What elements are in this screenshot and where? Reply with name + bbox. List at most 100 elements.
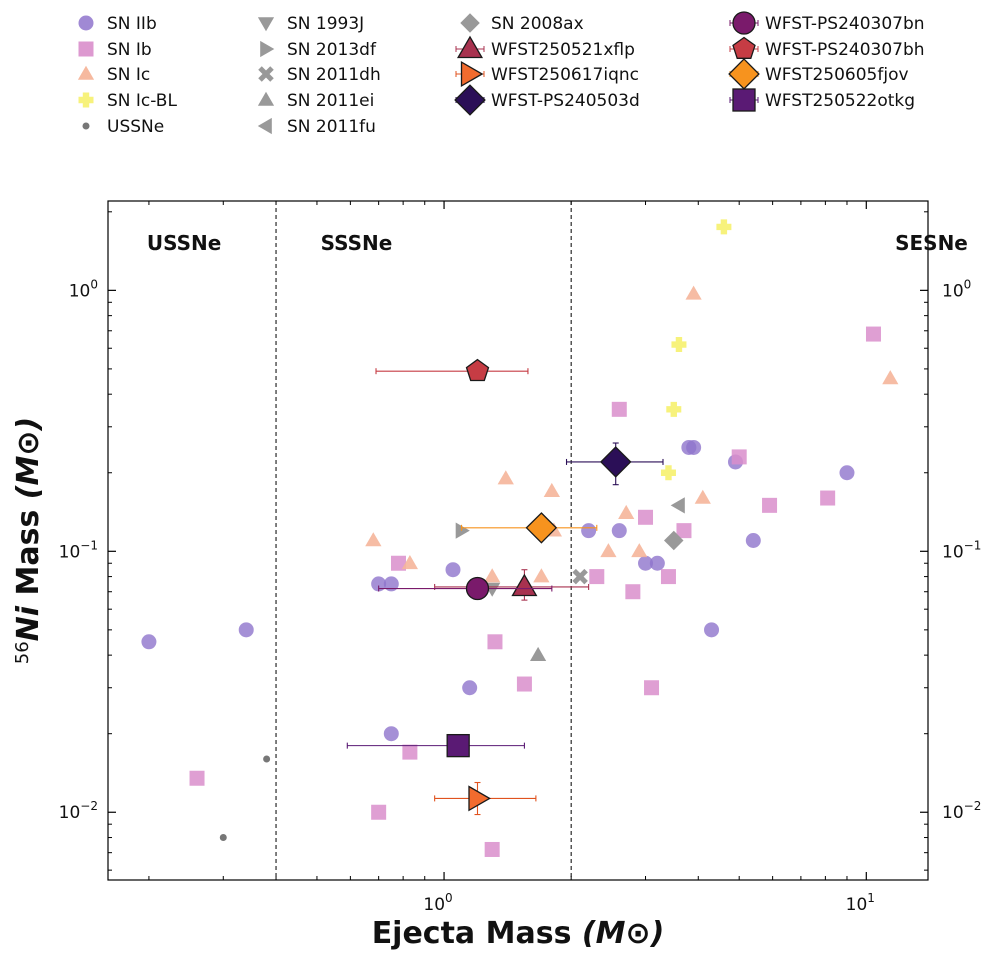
data-point-sn-iib: [745, 533, 761, 548]
legend-marker-wfst250605fjov: [728, 58, 760, 90]
series-wfst-ps240503d: [565, 442, 664, 486]
legend-label: WFST-PS240503d: [491, 91, 640, 111]
series-sn-iib: [141, 439, 855, 742]
data-point-sn-2011fu: [670, 497, 685, 514]
data-point-wfst250522otkg: [446, 733, 470, 758]
data-point-sn-ib: [644, 680, 660, 696]
y-tick-label-right: 100: [942, 277, 971, 301]
y-tick-label-right: 10−1: [942, 538, 981, 562]
series-sn-2013df: [455, 522, 470, 539]
legend-label: SN IIb: [107, 14, 157, 34]
series-sn-2011ei: [530, 646, 547, 661]
legend-marker-sn-iib: [78, 15, 94, 31]
data-point-sn-iib: [649, 555, 665, 571]
legend-entry-sn-iib: SN IIb: [78, 14, 157, 34]
legend-entry-sn-2011ei: SN 2011ei: [257, 91, 374, 111]
legend-entry-sn-2011dh: SN 2011dh: [258, 65, 381, 85]
legend-entry-sn-2011fu: SN 2011fu: [257, 117, 376, 137]
data-point-sn-ic: [497, 470, 514, 485]
data-point-sn-ic: [533, 568, 550, 583]
data-point-sn-ic-bl: [660, 465, 676, 481]
data-point-sn-2013df: [455, 522, 470, 539]
data-point-sn-ib: [402, 744, 418, 760]
legend-marker-sn-2011dh: [258, 66, 274, 82]
data-point-wfst-ps240503d: [599, 446, 632, 478]
data-point-sn-ic-bl: [716, 219, 732, 235]
data-point-wfst250617iqnc: [468, 785, 491, 812]
data-point-sn-ib: [487, 634, 503, 650]
series-wfst250617iqnc: [434, 781, 537, 816]
legend-marker-sn-1993j: [257, 17, 275, 32]
data-point-sn-2008ax: [664, 530, 684, 551]
legend-marker-sn-2011ei: [257, 91, 275, 106]
series-wfst-ps240307bn: [378, 576, 553, 601]
legend-entry-wfst250521xflp: WFST250521xflp: [455, 35, 635, 60]
legend-entry-wfst250617iqnc: WFST250617iqnc: [455, 60, 639, 88]
legend-entry-wfst-ps240307bh: WFST-PS240307bh: [729, 36, 925, 60]
data-point-sn-ib: [676, 523, 692, 539]
legend-entry-wfst250522otkg: WFST250522otkg: [729, 88, 915, 112]
plot-area: USSNe SSSNe SESNe: [107, 200, 968, 881]
data-point-sn-ic: [685, 285, 702, 300]
y-tick-label: 100: [69, 277, 98, 301]
data-point-sn-ic: [484, 568, 501, 583]
data-point-ussne: [263, 755, 271, 763]
data-point-wfst250521xflp: [511, 573, 538, 597]
data-point-sn-ic: [543, 482, 560, 497]
data-point-sn-iib: [371, 576, 387, 592]
legend-label: SN 2013df: [287, 40, 377, 60]
y-tick-label: 10−2: [59, 799, 98, 823]
legend-label: WFST-PS240307bn: [765, 14, 925, 34]
data-point-sn-ic: [365, 532, 382, 547]
legend-label: SN 1993J: [287, 14, 364, 34]
data-point-sn-ib: [865, 326, 881, 342]
data-point-sn-ib: [189, 770, 205, 786]
data-point-sn-ic: [694, 489, 711, 504]
legend-entry-wfst250605fjov: WFST250605fjov: [728, 58, 909, 90]
legend-marker-sn-2011dh-b: [258, 66, 274, 82]
data-point-sn-ib: [589, 569, 605, 585]
legend-marker-sn-ic-bl: [78, 92, 94, 108]
x-tick-label: 100: [423, 891, 452, 915]
data-point-sn-ib: [660, 569, 676, 585]
legend-entry-wfst-ps240307bn: WFST-PS240307bn: [729, 11, 925, 35]
data-point-sn-ib: [611, 401, 627, 417]
legend-marker-wfst-ps240307bh: [732, 36, 756, 59]
legend-marker-wfst-ps240503d: [454, 84, 486, 116]
legend-label: WFST250605fjov: [765, 65, 909, 85]
data-point-sn-iib: [686, 439, 702, 455]
data-point-sn-2011dh-b: [572, 568, 588, 585]
y-tick-label: 10−1: [59, 538, 98, 562]
series-sn-ib: [189, 326, 881, 857]
series-sn-2011dh: [572, 568, 588, 585]
series-sn-2008ax: [664, 530, 684, 551]
data-point-sn-ib: [390, 555, 406, 571]
data-point-sn-ic-bl: [671, 337, 687, 353]
legend-label: SN Ic-BL: [107, 91, 177, 111]
series-sn-2011fu: [670, 497, 685, 514]
legend-marker-sn-2008ax: [460, 13, 480, 33]
legend-entry-sn-2008ax: SN 2008ax: [460, 13, 584, 34]
data-point-sn-iib: [462, 680, 478, 696]
legend-label: SN 2011ei: [287, 91, 374, 111]
data-point-sn-ib: [762, 497, 778, 513]
data-point-sn-iib: [238, 622, 254, 638]
data-point-sn-iib: [704, 622, 720, 638]
data-point-sn-iib: [383, 726, 399, 742]
data-point-sn-iib: [581, 523, 597, 539]
data-point-sn-ib: [371, 804, 387, 820]
region-label-sssne: SSSNe: [321, 231, 393, 255]
data-point-sn-ic: [600, 543, 617, 558]
x-tick-label: 101: [846, 891, 875, 915]
legend-label: WFST250617iqnc: [491, 65, 639, 85]
series-wfst250521xflp: [434, 569, 590, 601]
legend-marker-sn-2013df: [260, 40, 275, 58]
data-point-sn-iib: [141, 634, 157, 650]
data-point-sn-iib: [445, 562, 461, 578]
legend-marker-wfst250617iqnc: [460, 60, 484, 88]
legend-entry-sn-2013df: SN 2013df: [260, 40, 377, 60]
legend-entry-sn-ib: SN Ib: [78, 40, 152, 60]
legend: SN IIb SN Ib SN Ic SN Ic-BL USSNe SN 1993J SN …: [77, 11, 925, 137]
legend-label: WFST-PS240307bh: [765, 40, 925, 60]
